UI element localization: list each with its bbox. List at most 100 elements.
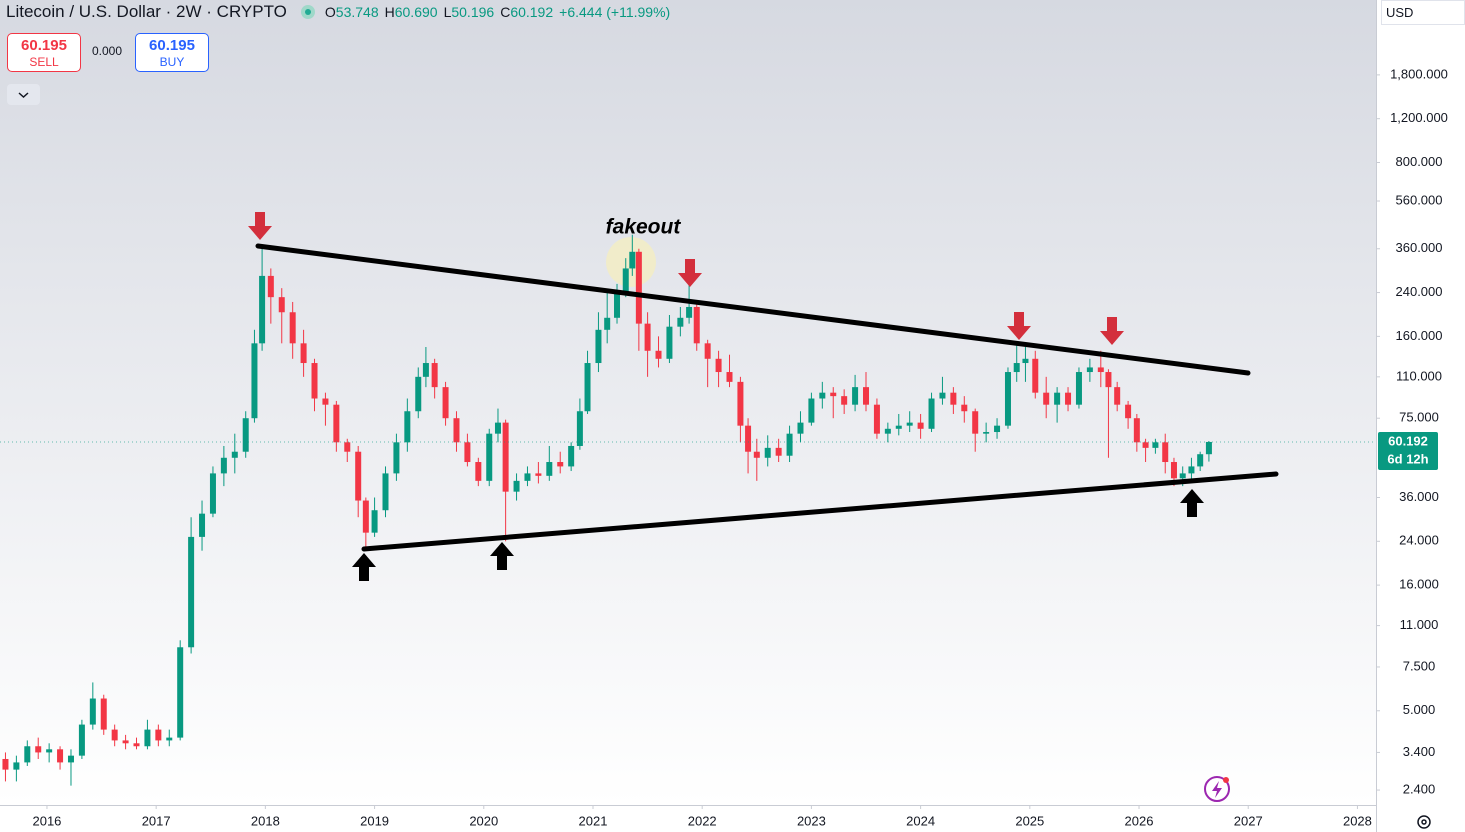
candle-body	[1032, 358, 1039, 393]
candle-body	[1054, 392, 1061, 405]
candle-body	[46, 749, 53, 753]
symbol-header: Litecoin / U.S. Dollar · 2W · CRYPTO O53…	[6, 2, 670, 22]
candle-body	[267, 275, 274, 298]
candle-body	[144, 729, 151, 747]
candle-body	[344, 442, 351, 452]
candle-body	[584, 363, 591, 412]
candle-body	[595, 329, 602, 364]
candle-body	[371, 510, 378, 533]
ohlc-low: L50.196	[444, 4, 495, 20]
candle-body	[57, 749, 64, 763]
x-tick-label: 2028	[1343, 813, 1372, 828]
candle-body	[535, 473, 542, 476]
candle-body	[764, 447, 771, 458]
x-tick-label: 2018	[251, 813, 280, 828]
y-tick-label: 5.000	[1403, 702, 1436, 717]
candle-body	[404, 411, 411, 443]
candle-body	[259, 275, 266, 344]
market-status	[300, 5, 315, 19]
gear-center	[1421, 819, 1427, 825]
y-tick-label: 7.500	[1403, 658, 1436, 673]
ohlc-key: O	[324, 4, 336, 20]
candle-body	[355, 451, 362, 501]
candle-body	[486, 433, 493, 481]
x-tick-label: 2023	[797, 813, 826, 828]
candles	[2, 234, 1212, 786]
price-change: +6.444 (+11.99%)	[559, 4, 671, 20]
candle-body	[961, 404, 968, 412]
currency-dropdown[interactable]: USD	[1381, 0, 1465, 25]
y-tick-label: 160.000	[1396, 328, 1443, 343]
candle-body	[753, 451, 760, 458]
ohlc-value: 53.748	[335, 4, 379, 20]
lightning-icon[interactable]	[1204, 776, 1230, 802]
candle-body	[1013, 363, 1020, 373]
lower-trendline	[361, 471, 1279, 552]
y-tick-label: 16.000	[1399, 577, 1439, 592]
icon-bolt	[1212, 781, 1222, 798]
candle-body	[622, 268, 629, 293]
candle-body	[220, 457, 227, 474]
candle-body	[382, 473, 389, 511]
candle-body	[604, 317, 611, 330]
candle-body	[1205, 441, 1212, 455]
ohlc-close: C60.192	[500, 4, 553, 20]
candle-body	[442, 387, 449, 419]
ohlc-key: C	[500, 4, 511, 20]
candle-body	[78, 724, 85, 756]
candle-body	[1179, 473, 1186, 479]
up-arrow	[490, 542, 514, 570]
time-axis-background	[0, 806, 1376, 832]
candle-body	[155, 729, 162, 741]
candle-body	[983, 432, 990, 434]
candle-body	[557, 462, 564, 467]
y-tick-label: 560.000	[1396, 192, 1443, 207]
buy-price: 60.195	[149, 37, 195, 54]
buy-button[interactable]: 60.195 BUY	[135, 33, 209, 72]
candle-body	[841, 396, 848, 405]
candle-body	[415, 376, 422, 412]
x-tick-label: 2022	[688, 813, 717, 828]
x-tick-label: 2021	[579, 813, 608, 828]
candle-body	[1170, 462, 1177, 479]
candle-body	[177, 647, 184, 738]
candle-body	[67, 755, 74, 763]
down-arrow	[678, 259, 702, 287]
settings-icon[interactable]	[1417, 815, 1431, 829]
candle-body	[1004, 372, 1011, 426]
bar-countdown: 6d 12h	[1387, 451, 1428, 466]
candle-body	[24, 746, 31, 763]
x-tick-label: 2024	[906, 813, 935, 828]
candle-body	[686, 306, 693, 318]
y-tick-label: 800.000	[1396, 154, 1443, 169]
candle-body	[393, 442, 400, 474]
sell-button[interactable]: 60.195 SELL	[7, 33, 81, 72]
candle-body	[1075, 372, 1082, 405]
candle-body	[895, 425, 902, 429]
x-tick-label: 2025	[1015, 813, 1044, 828]
candle-body	[111, 729, 118, 741]
down-arrow	[248, 212, 272, 240]
candle-body	[1097, 367, 1104, 373]
y-tick-label: 240.000	[1396, 284, 1443, 299]
sell-price: 60.195	[21, 37, 67, 54]
candle-body	[209, 473, 216, 514]
axes: 1,800.000 1,200.000 800.000 560.000 360.000 2…	[0, 66, 1448, 828]
candle-body	[852, 387, 859, 405]
collapse-button[interactable]	[7, 84, 40, 105]
candle-body	[475, 462, 482, 481]
plot-background	[0, 0, 1376, 805]
symbol-title: Litecoin / U.S. Dollar · 2W · CRYPTO	[6, 2, 287, 21]
candle-body	[422, 363, 429, 377]
chevron	[18, 92, 29, 99]
up-arrow	[352, 553, 376, 581]
candle-body	[89, 698, 96, 725]
y-tick-label: 1,200.000	[1390, 110, 1448, 125]
buy-label: BUY	[159, 55, 185, 69]
candle-body	[1086, 367, 1093, 373]
annotation: fakeout	[606, 216, 682, 239]
candle-body	[1162, 442, 1169, 463]
candle-body	[1142, 442, 1149, 448]
x-tick-label: 2019	[360, 813, 389, 828]
last-price-label: 60.192	[1388, 433, 1428, 448]
